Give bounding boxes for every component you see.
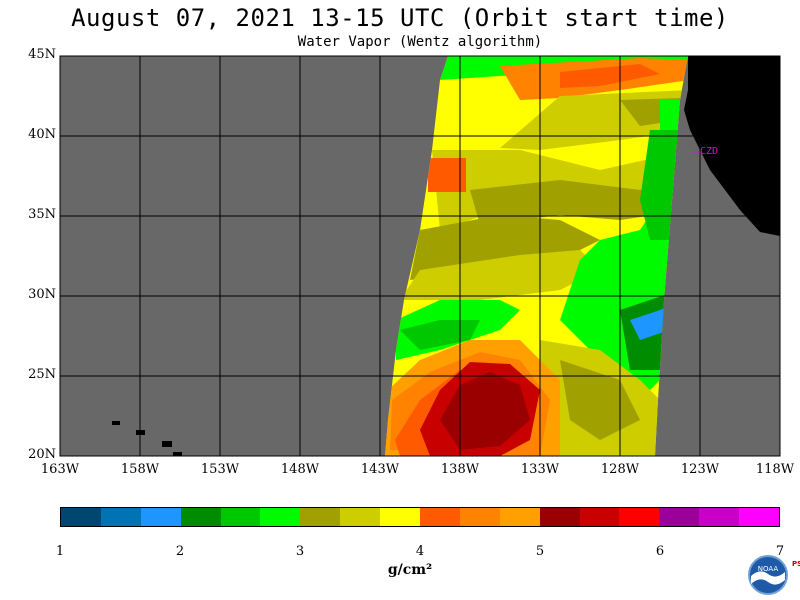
psl-logo-text: PSL [792,560,800,568]
colorbar [60,507,780,527]
map-frame [59,55,781,457]
longitude-label: 123W [680,462,720,477]
latitude-label: 35N [28,207,56,222]
longitude-label: 133W [520,462,560,477]
svg-text:NOAA: NOAA [758,565,779,573]
longitude-label: 128W [600,462,640,477]
island-kauai [112,421,120,425]
longitude-label: 153W [200,462,240,477]
colorbar-swatch [100,508,141,526]
colorbar-tick-label: 4 [415,544,425,559]
colorbar-swatch [739,508,780,526]
colorbar-tick-label: 2 [175,544,185,559]
longitude-label: 118W [755,462,795,477]
noaa-logo: NOAA [748,554,790,596]
longitude-label: 158W [120,462,160,477]
colorbar-swatch [140,508,181,526]
longitude-label: 163W [40,462,80,477]
colorbar-tick-label: 1 [55,544,65,559]
colorbar-swatch [579,508,620,526]
colorbar-swatch [499,508,540,526]
colorbar-tick-label: 5 [535,544,545,559]
latitude-label: 45N [28,47,56,62]
colorbar-swatch [539,508,580,526]
longitude-label: 143W [360,462,400,477]
latitude-label: 40N [28,127,56,142]
station-label-czd: CZD [700,146,719,157]
island-maui [162,441,172,447]
latitude-label: 30N [28,287,56,302]
colorbar-tick-label: 6 [655,544,665,559]
colorbar-swatch [619,508,660,526]
colorbar-swatch [380,508,421,526]
land-mass [684,56,780,236]
colorbar-swatch [180,508,221,526]
colorbar-tick-label: 7 [775,544,785,559]
latitude-label: 25N [28,367,56,382]
colorbar-swatch [659,508,700,526]
colorbar-swatch [420,508,460,526]
map-subtitle: Water Vapor (Wentz algorithm) [297,34,543,50]
map-title: August 07, 2021 13-15 UTC (Orbit start t… [71,4,729,32]
lat-lon-grid [60,56,780,456]
colorbar-swatch [699,508,740,526]
colorbar-tick-label: 3 [295,544,305,559]
colorbar-swatch [61,508,101,526]
island-hawaii [173,452,182,456]
colorbar-swatch [260,508,301,526]
latitude-label: 20N [28,447,56,462]
colorbar-swatch [220,508,261,526]
colorbar-swatch [340,508,381,526]
longitude-label: 148W [280,462,320,477]
colorbar-units: g/cm² [387,562,433,578]
colorbar-swatch [300,508,341,526]
colorbar-swatch [459,508,500,526]
longitude-label: 138W [440,462,480,477]
